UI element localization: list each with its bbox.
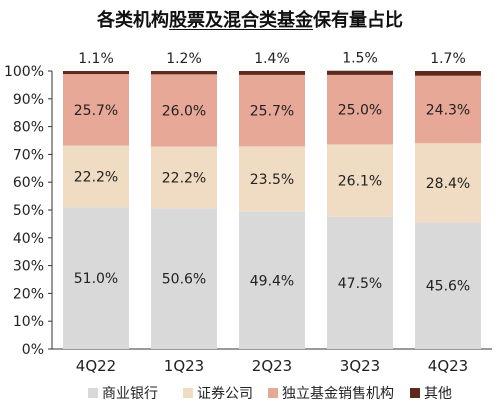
bar-segment-3	[415, 75, 481, 144]
bar-segment-2	[151, 146, 217, 209]
data-label: 1.2%	[166, 51, 202, 67]
bar-segment-4	[63, 71, 129, 75]
bar-segment-4	[239, 71, 305, 75]
data-label: 22.2%	[74, 169, 118, 185]
bar-segment-1	[327, 216, 393, 349]
y-tick-label: 10%	[13, 314, 44, 330]
data-label: 24.3%	[426, 103, 470, 119]
x-tick-label: 3Q23	[340, 357, 380, 375]
bar-segment-3	[327, 74, 393, 145]
y-tick-label: 100%	[4, 64, 44, 80]
legend-label: 独立基金销售机构	[282, 385, 394, 402]
data-label: 26.1%	[338, 174, 382, 190]
legend-label: 证券公司	[197, 386, 253, 402]
bar-segment-4	[327, 70, 393, 75]
bar-segment-2	[239, 146, 305, 212]
bar-segment-3	[63, 74, 129, 146]
data-label: 1.4%	[254, 51, 290, 67]
data-label: 50.6%	[162, 272, 206, 288]
bar-segment-4	[151, 71, 217, 75]
chart-title-part-1: 各类机构	[97, 10, 169, 31]
data-label: 25.7%	[250, 104, 294, 120]
bar-segment-2	[327, 144, 393, 217]
bar-segment-3	[239, 74, 305, 147]
y-tick-label: 20%	[13, 286, 44, 302]
y-tick-label: 80%	[13, 120, 44, 136]
x-tick-label: 2Q23	[252, 357, 292, 375]
data-label: 23.5%	[250, 172, 294, 188]
data-label: 1.1%	[78, 51, 114, 67]
legend-swatch	[410, 388, 420, 398]
chart-title-part-2: 股票及混合类基金	[169, 10, 313, 31]
y-tick-label: 70%	[13, 147, 44, 163]
chart-title: 各类机构股票及混合类基金保有量占比	[0, 6, 500, 32]
y-tick-label: 40%	[13, 231, 44, 247]
x-tick-label: 1Q23	[164, 357, 204, 375]
bar-segment-1	[63, 207, 129, 349]
bar-segment-1	[151, 208, 217, 349]
data-label: 28.4%	[426, 176, 470, 192]
y-tick-label: 90%	[13, 92, 44, 108]
bar-segment-3	[151, 74, 217, 147]
bar-segment-1	[239, 211, 305, 349]
legend-swatch	[183, 388, 193, 398]
y-tick-label: 60%	[13, 175, 44, 191]
x-tick-label: 4Q22	[76, 357, 116, 375]
x-tick-label: 4Q23	[428, 357, 468, 375]
legend-swatch	[88, 388, 98, 398]
data-label: 25.0%	[338, 103, 382, 119]
data-label: 22.2%	[162, 170, 206, 186]
bar-segment-2	[415, 143, 481, 223]
bar-segment-4	[415, 71, 481, 76]
bar-segment-2	[63, 145, 129, 208]
legend-label: 商业银行	[102, 386, 158, 402]
bar-segment-1	[415, 222, 481, 349]
y-tick-label: 30%	[13, 259, 44, 275]
data-label: 51.0%	[74, 271, 118, 287]
legend-label: 其他	[424, 386, 452, 402]
y-tick-label: 0%	[22, 342, 44, 358]
data-label: 1.7%	[430, 51, 466, 67]
data-label: 1.5%	[342, 51, 378, 67]
legend-swatch	[268, 388, 278, 398]
data-label: 49.4%	[250, 273, 294, 289]
data-label: 25.7%	[74, 103, 118, 119]
chart-title-part-3: 保有量占比	[313, 10, 403, 31]
data-label: 26.0%	[162, 103, 206, 119]
y-tick-label: 50%	[13, 203, 44, 219]
data-label: 47.5%	[338, 276, 382, 292]
data-label: 45.6%	[426, 279, 470, 295]
